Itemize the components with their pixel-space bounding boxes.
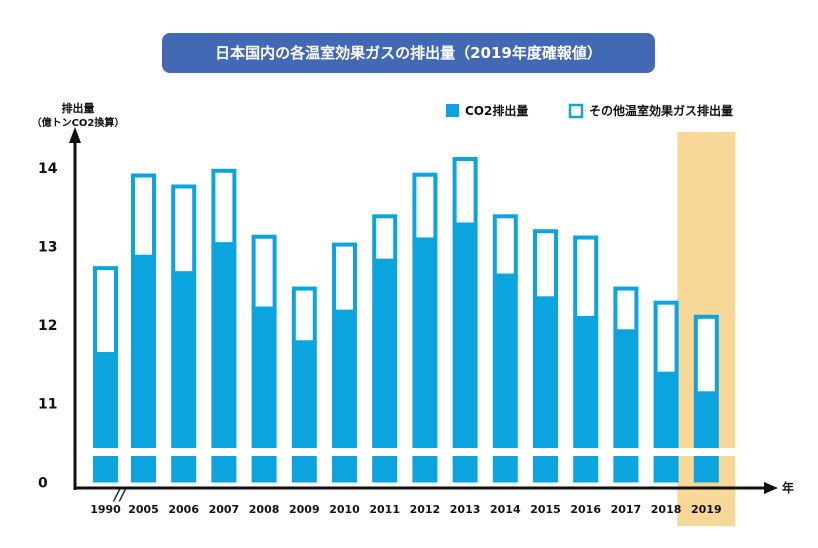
x-tick-label-2007: 2007 [209, 503, 240, 516]
legend-label-other: その他温室効果ガス排出量 [589, 103, 733, 118]
x-tick-label-2006: 2006 [168, 503, 199, 516]
bar-other-2015 [533, 229, 558, 301]
x-axis-arrow-icon [764, 482, 778, 494]
bar-co2-2011 [372, 260, 398, 483]
x-tick-label-2018: 2018 [651, 503, 682, 516]
bar-co2-2009 [291, 342, 317, 483]
y-tick-label-14: 14 [38, 161, 58, 177]
x-tick-label-2005: 2005 [128, 503, 159, 516]
bar-co2-2018 [653, 373, 679, 483]
bar-other-2014 [492, 214, 518, 278]
bar-other-2017 [613, 286, 639, 334]
x-tick-label-2012: 2012 [410, 503, 441, 516]
bar-co2-2008 [251, 308, 277, 483]
bar-other-2010 [332, 242, 357, 314]
bar-co2-2016 [573, 317, 599, 483]
x-axis-label: 年 [782, 480, 794, 495]
x-tick-label-2016: 2016 [570, 503, 601, 516]
bar-co2-2006 [171, 273, 197, 483]
y-tick-label-12: 12 [38, 318, 57, 334]
y-tick-label-13: 13 [38, 240, 57, 256]
bar-other-2007 [211, 168, 237, 247]
x-tick-label-2015: 2015 [530, 503, 561, 516]
bar-other-2019 [693, 314, 719, 396]
bar-co2-2010 [332, 311, 357, 483]
axis-break-mark: // [112, 485, 128, 505]
bar-co2-2012 [412, 239, 438, 483]
bar-co2-1990 [93, 354, 118, 483]
x-tick-label-2008: 2008 [249, 503, 280, 516]
axis-break-gap [78, 448, 778, 456]
bar-other-2006 [171, 184, 197, 276]
x-tick-label-2010: 2010 [329, 503, 360, 516]
bar-other-2016 [573, 235, 599, 320]
bar-other-2018 [653, 300, 679, 376]
legend-swatch-co2 [446, 104, 459, 117]
x-tick-label-2013: 2013 [450, 503, 481, 516]
x-tick-label-1990: 1990 [90, 503, 121, 516]
bar-other-2005 [131, 173, 156, 259]
bar-other-2013 [452, 157, 478, 227]
x-tick-label-2009: 2009 [289, 503, 320, 516]
bar-other-2009 [291, 286, 317, 345]
legend-swatch-other [568, 103, 584, 119]
bar-co2-2013 [452, 224, 478, 483]
y-axis-label-line2: （億トンCO2換算） [32, 116, 125, 129]
bar-co2-2017 [613, 331, 639, 483]
bar-co2-2005 [131, 256, 156, 483]
x-tick-label-2014: 2014 [490, 503, 521, 516]
y-axis-label-line1: 排出量 [62, 101, 95, 115]
y-tick-label-11: 11 [38, 397, 57, 413]
x-tick-label-2019: 2019 [691, 503, 722, 516]
bar-other-1990 [93, 266, 118, 357]
bar-other-2012 [412, 172, 438, 242]
x-tick-label-2017: 2017 [611, 503, 642, 516]
y-axis-arrow-icon [69, 127, 81, 143]
bar-co2-2007 [211, 244, 237, 483]
chart-title: 日本国内の各温室効果ガスの排出量（2019年度確報値） [162, 33, 655, 73]
x-tick-label-2011: 2011 [369, 503, 400, 516]
y-tick-label-0: 0 [38, 476, 48, 492]
bar-other-2011 [372, 214, 398, 263]
legend-label-co2: CO2排出量 [465, 103, 528, 118]
bar-co2-2019 [693, 393, 719, 483]
bar-other-2008 [251, 234, 277, 311]
